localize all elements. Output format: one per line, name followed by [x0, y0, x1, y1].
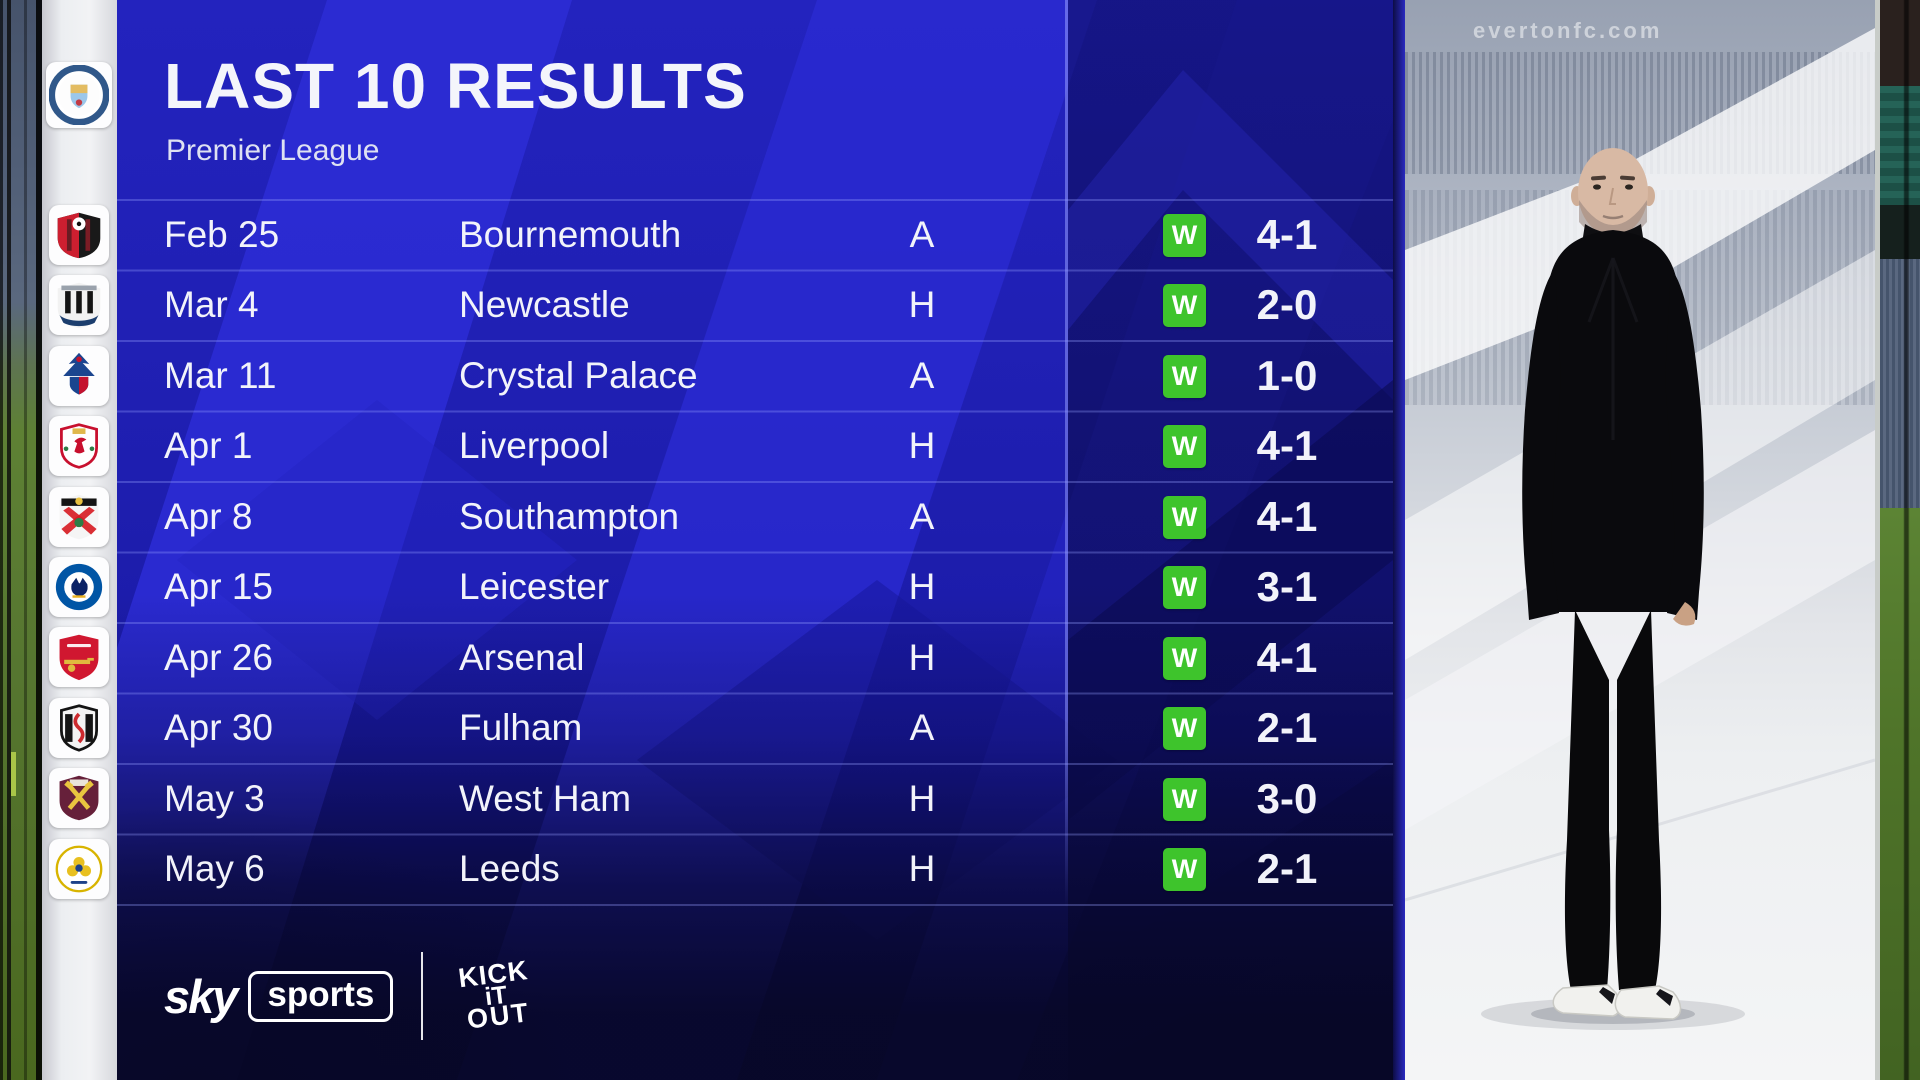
pep-guardiola-photo: [1481, 148, 1745, 1030]
video-dark-strip: [1880, 205, 1920, 260]
result-row: Apr 30 Fulham A W 2-1: [117, 693, 1393, 763]
result-row: May 3 West Ham H W 3-0: [117, 764, 1393, 834]
crest-southampton-icon: [49, 487, 109, 547]
video-crowd-strip: [1880, 259, 1920, 508]
pitch-line-accent: [11, 752, 16, 796]
kick-it-out-logo: KICK iT OUT: [457, 955, 532, 1035]
result-row: Apr 8 Southampton A W 4-1: [117, 482, 1393, 552]
match-date: Apr 30: [164, 707, 274, 748]
crest-newcastle-icon: [49, 275, 109, 335]
win-badge: W: [1163, 848, 1206, 891]
broadcast-footer: sky sports KICK iT OUT: [164, 950, 543, 1042]
match-score: 4-1: [1256, 493, 1318, 540]
sky-sports-logo: sports: [248, 970, 394, 1022]
match-score: 2-0: [1256, 281, 1318, 328]
match-score: 3-0: [1256, 775, 1318, 822]
panel-bottom-shadow: [117, 0, 1393, 1080]
match-venue: A: [909, 355, 935, 396]
crest-liverpool-icon: [49, 416, 109, 476]
match-opponent: West Ham: [459, 778, 632, 819]
result-row: Feb 25 Bournemouth A W 4-1: [117, 200, 1393, 270]
match-venue: A: [909, 214, 935, 255]
match-opponent: Leicester: [459, 566, 610, 607]
match-venue: H: [908, 848, 936, 889]
crest-fulham-icon: [49, 698, 109, 758]
win-badge: W: [1163, 425, 1206, 468]
match-score: 4-1: [1256, 422, 1318, 469]
match-score: 3-1: [1256, 563, 1318, 610]
match-venue: A: [909, 496, 935, 537]
match-score: 4-1: [1256, 634, 1318, 681]
background-video-sliver-right: [1875, 0, 1920, 1080]
match-opponent: Southampton: [459, 496, 680, 537]
match-date: May 6: [164, 848, 265, 889]
match-venue: H: [908, 425, 936, 466]
match-date: Apr 8: [164, 496, 253, 537]
match-score: 4-1: [1256, 211, 1318, 258]
win-badge: W: [1163, 355, 1206, 398]
match-date: Feb 25: [164, 214, 280, 255]
match-opponent: Newcastle: [459, 284, 630, 325]
win-badge: W: [1163, 214, 1206, 257]
match-date: May 3: [164, 778, 265, 819]
crest-crystal-palace-icon: [49, 346, 109, 406]
win-badge: W: [1163, 778, 1206, 821]
page-subtitle: Premier League: [166, 134, 380, 167]
win-badge: W: [1163, 284, 1206, 327]
match-date: Apr 1: [164, 425, 253, 466]
result-row: Mar 11 Crystal Palace A W 1-0: [117, 341, 1393, 411]
crest-leicester-icon: [49, 557, 109, 617]
match-opponent: Fulham: [459, 707, 583, 748]
match-venue: H: [908, 284, 936, 325]
result-row: Apr 15 Leicester H W 3-1: [117, 552, 1393, 622]
match-score: 2-1: [1256, 845, 1318, 892]
crest-manchester-city-icon: [46, 62, 112, 128]
win-badge: W: [1163, 707, 1206, 750]
manager-photo-panel: evertonfc.com: [1393, 0, 1920, 1080]
win-badge: W: [1163, 637, 1206, 680]
sky-logo: sky: [164, 969, 238, 1023]
stadium-watermark: evertonfc.com: [1473, 18, 1663, 43]
match-opponent: Crystal Palace: [459, 355, 698, 396]
result-row: Mar 4 Newcastle H W 2-0: [117, 270, 1393, 340]
crest-arsenal-icon: [49, 627, 109, 687]
match-venue: A: [909, 707, 935, 748]
page-title: LAST 10 RESULTS: [164, 50, 747, 122]
video-stand-strip: [1880, 0, 1920, 87]
match-score: 2-1: [1256, 704, 1318, 751]
match-score: 1-0: [1256, 352, 1318, 399]
result-row: Apr 26 Arsenal H W 4-1: [117, 623, 1393, 693]
match-opponent: Leeds: [459, 848, 560, 889]
match-venue: H: [908, 637, 936, 678]
panel-edge-strip: [1393, 0, 1405, 1080]
video-pitch-strip: [1880, 507, 1920, 1080]
logo-separator: [421, 952, 424, 1040]
stadium-background: evertonfc.com: [1405, 0, 1875, 1080]
video-scoreboard-strip: [1880, 86, 1920, 206]
match-date: Apr 15: [164, 566, 274, 607]
win-badge: W: [1163, 496, 1206, 539]
crest-bournemouth-icon: [49, 205, 109, 265]
team-crest-column: [42, 0, 117, 1080]
match-opponent: Bournemouth: [459, 214, 682, 255]
win-badge: W: [1163, 566, 1206, 609]
match-opponent: Arsenal: [459, 637, 585, 678]
result-row: May 6 Leeds H W 2-1: [117, 834, 1393, 904]
match-date: Apr 26: [164, 637, 274, 678]
match-date: Mar 4: [164, 284, 259, 325]
score-column-divider: [1065, 0, 1068, 908]
background-video-sliver-left: [0, 0, 42, 1080]
match-venue: H: [908, 566, 936, 607]
crest-leeds-icon: [49, 839, 109, 899]
match-date: Mar 11: [164, 355, 277, 396]
match-venue: H: [908, 778, 936, 819]
results-panel: LAST 10 RESULTS Premier League Feb 25 Bo…: [117, 0, 1393, 1080]
match-opponent: Liverpool: [459, 425, 610, 466]
result-row: Apr 1 Liverpool H W 4-1: [117, 411, 1393, 481]
crest-west-ham-icon: [49, 768, 109, 828]
